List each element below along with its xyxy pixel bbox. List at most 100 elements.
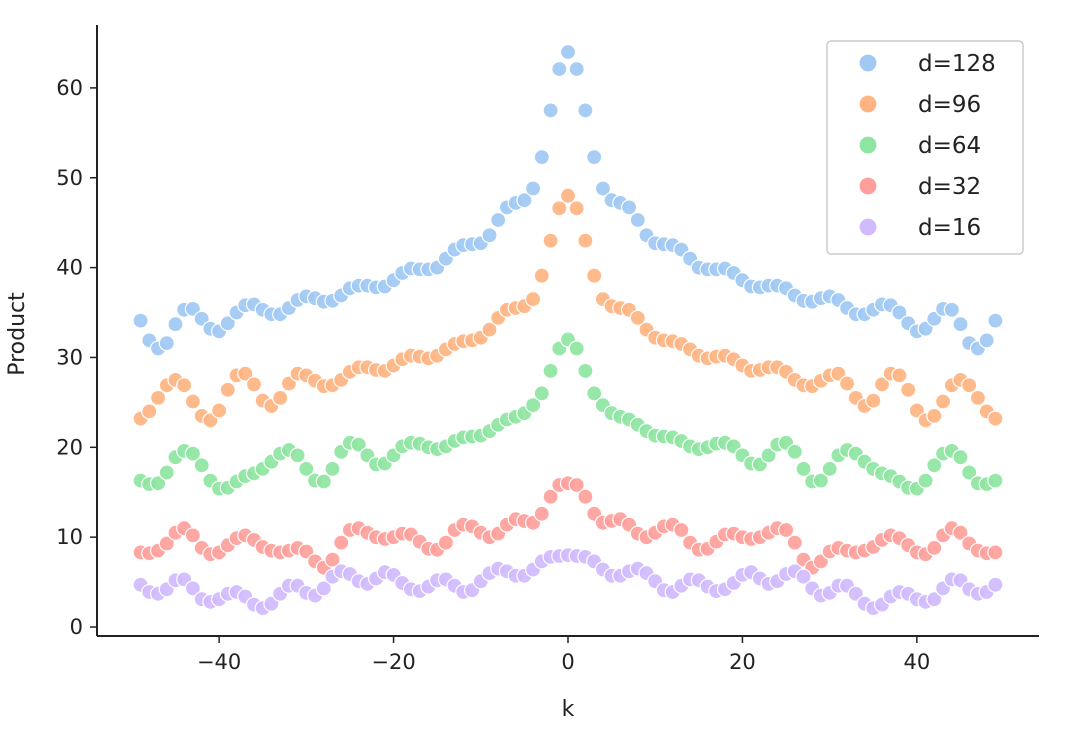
- legend-item-d=96: d=96: [858, 92, 981, 118]
- data-point: [961, 377, 978, 394]
- y-tick-label: 10: [56, 525, 83, 549]
- data-point: [141, 403, 158, 420]
- data-points: [132, 43, 1004, 617]
- data-point: [333, 534, 350, 551]
- data-point: [315, 473, 332, 490]
- data-point: [812, 472, 830, 489]
- data-point: [577, 232, 594, 249]
- data-point: [219, 381, 236, 398]
- data-point: [272, 389, 289, 406]
- data-point: [987, 312, 1004, 329]
- y-tick-label: 60: [56, 76, 83, 100]
- data-point: [952, 449, 969, 466]
- series-d=64: [132, 331, 1004, 497]
- data-point: [760, 447, 777, 464]
- y-tick-label: 50: [56, 166, 83, 190]
- y-tick-label: 20: [56, 435, 83, 459]
- data-point: [559, 187, 577, 204]
- data-point: [577, 362, 594, 379]
- data-point: [542, 102, 559, 119]
- data-point: [289, 447, 306, 464]
- legend-item-d=32: d=32: [858, 174, 981, 200]
- data-point: [926, 539, 943, 557]
- data-point: [987, 544, 1004, 561]
- data-point: [158, 335, 175, 352]
- legend-marker: [858, 217, 878, 237]
- legend-marker: [858, 53, 878, 73]
- x-ticks: −40 −20 0 20 40: [197, 636, 930, 674]
- data-point: [934, 393, 952, 410]
- data-point: [568, 60, 585, 78]
- data-point: [795, 460, 812, 477]
- legend-label: d=32: [918, 174, 981, 200]
- data-point: [184, 445, 201, 462]
- series-d=32: [132, 475, 1004, 576]
- data-point: [481, 321, 498, 338]
- data-point: [551, 200, 568, 217]
- data-point: [987, 472, 1004, 489]
- legend-marker: [858, 176, 878, 196]
- data-point: [184, 527, 201, 544]
- data-point: [917, 472, 934, 489]
- y-ticks: 0 10 20 30 40 50 60: [56, 76, 97, 639]
- data-point: [568, 200, 585, 217]
- data-point: [786, 443, 803, 460]
- data-point: [237, 365, 254, 382]
- data-point: [586, 267, 603, 284]
- data-point: [673, 521, 690, 539]
- data-point: [786, 534, 803, 551]
- data-point: [891, 367, 908, 384]
- data-point: [865, 392, 882, 409]
- data-point: [961, 464, 978, 481]
- data-point: [524, 180, 542, 197]
- legend-label: d=64: [918, 133, 981, 159]
- data-point: [184, 393, 201, 410]
- data-point: [586, 149, 603, 166]
- data-point: [629, 211, 646, 229]
- x-tick-label: 40: [904, 650, 931, 674]
- data-point: [926, 457, 943, 474]
- legend: d=128 d=96 d=64 d=32 d=16: [826, 40, 1024, 255]
- x-tick-label: 20: [729, 650, 756, 674]
- data-point: [795, 568, 812, 585]
- data-point: [777, 521, 795, 539]
- x-axis-label: k: [562, 697, 575, 722]
- data-point: [533, 505, 550, 522]
- y-axis-label: Product: [5, 292, 30, 376]
- data-point: [551, 60, 568, 78]
- data-point: [490, 211, 507, 229]
- data-point: [943, 301, 960, 318]
- data-point: [542, 232, 559, 249]
- data-point: [481, 227, 498, 244]
- y-tick-label: 0: [70, 615, 83, 639]
- x-tick-label: −40: [197, 650, 241, 674]
- data-point: [533, 385, 550, 402]
- data-point: [533, 267, 550, 284]
- x-tick-label: 0: [561, 650, 574, 674]
- data-point: [926, 407, 943, 424]
- data-point: [577, 488, 594, 505]
- legend-marker: [858, 94, 878, 114]
- data-point: [158, 535, 175, 552]
- data-point: [987, 576, 1004, 593]
- data-point: [324, 551, 341, 568]
- data-point: [594, 180, 612, 197]
- data-point: [524, 397, 542, 414]
- data-point: [324, 460, 341, 477]
- legend-frame: [826, 40, 1024, 255]
- legend-label: d=128: [918, 51, 996, 77]
- data-point: [568, 476, 585, 494]
- data-point: [838, 375, 856, 392]
- data-point: [542, 362, 559, 379]
- y-tick-label: 40: [56, 256, 83, 280]
- data-point: [350, 436, 367, 453]
- data-point: [167, 316, 184, 333]
- data-point: [568, 340, 585, 357]
- data-point: [891, 304, 908, 321]
- data-point: [969, 389, 987, 406]
- data-point: [821, 460, 838, 477]
- series-d=128: [132, 43, 1004, 357]
- data-point: [184, 580, 201, 597]
- data-point: [150, 389, 167, 406]
